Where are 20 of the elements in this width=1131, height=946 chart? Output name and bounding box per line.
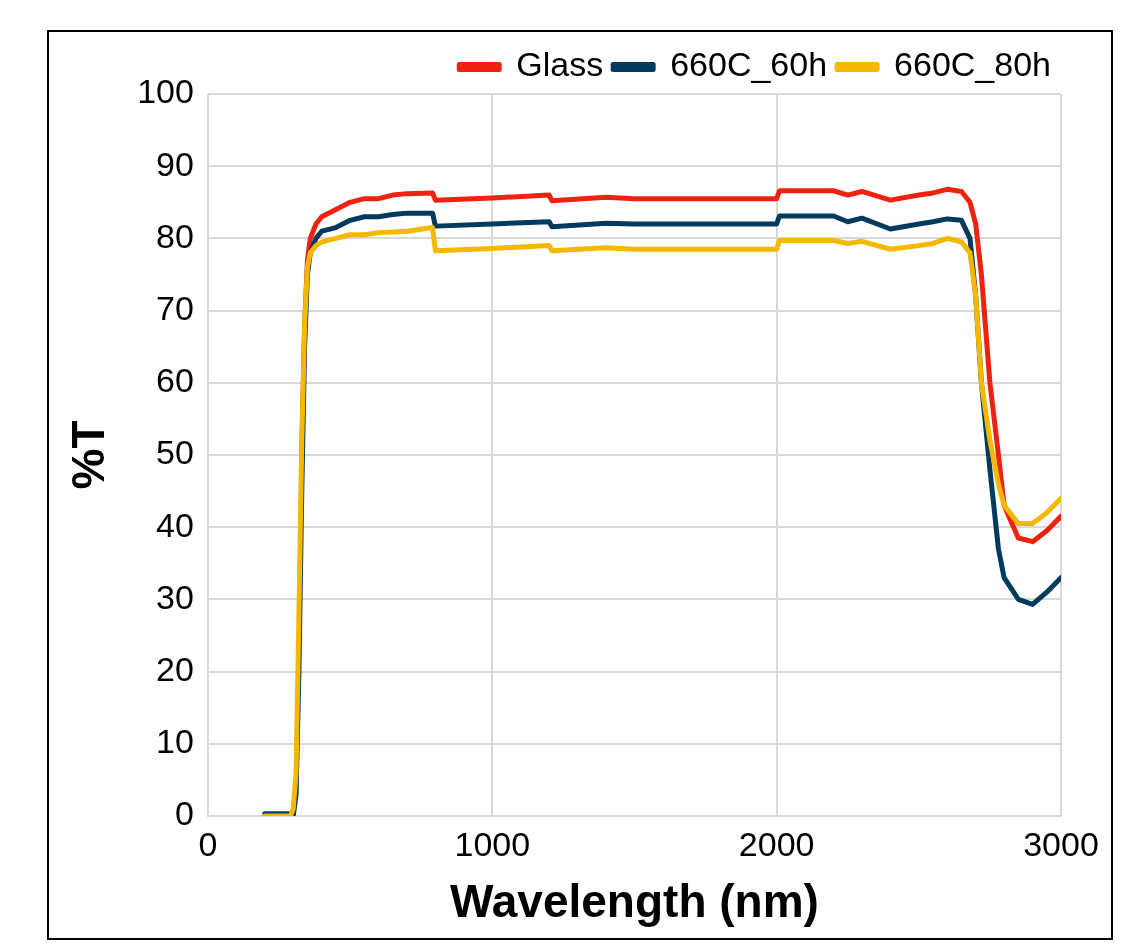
y-tick-label: 50 [156,433,194,472]
y-tick-label: 80 [156,216,194,255]
y-tick-label: 100 [137,72,194,111]
legend-label: 660C_80h [894,45,1051,84]
y-tick-label: 30 [156,577,194,616]
y-tick-label: 0 [175,794,194,833]
x-tick-label: 3000 [1023,824,1099,863]
y-axis-title: %T [62,420,115,490]
legend-label: Glass [516,45,604,84]
x-tick-label: 1000 [454,824,531,863]
y-tick-label: 70 [156,288,194,327]
x-tick-label: 0 [198,824,218,863]
x-tick-label: 2000 [738,824,815,863]
y-tick-label: 20 [156,649,194,688]
legend-label: 660C_60h [670,45,828,84]
y-tick-label: 90 [156,144,194,183]
y-tick-label: 40 [156,505,194,544]
x-axis-title: Wavelength (nm) [450,875,819,928]
y-tick-label: 60 [156,361,194,400]
y-tick-label: 10 [156,722,194,761]
